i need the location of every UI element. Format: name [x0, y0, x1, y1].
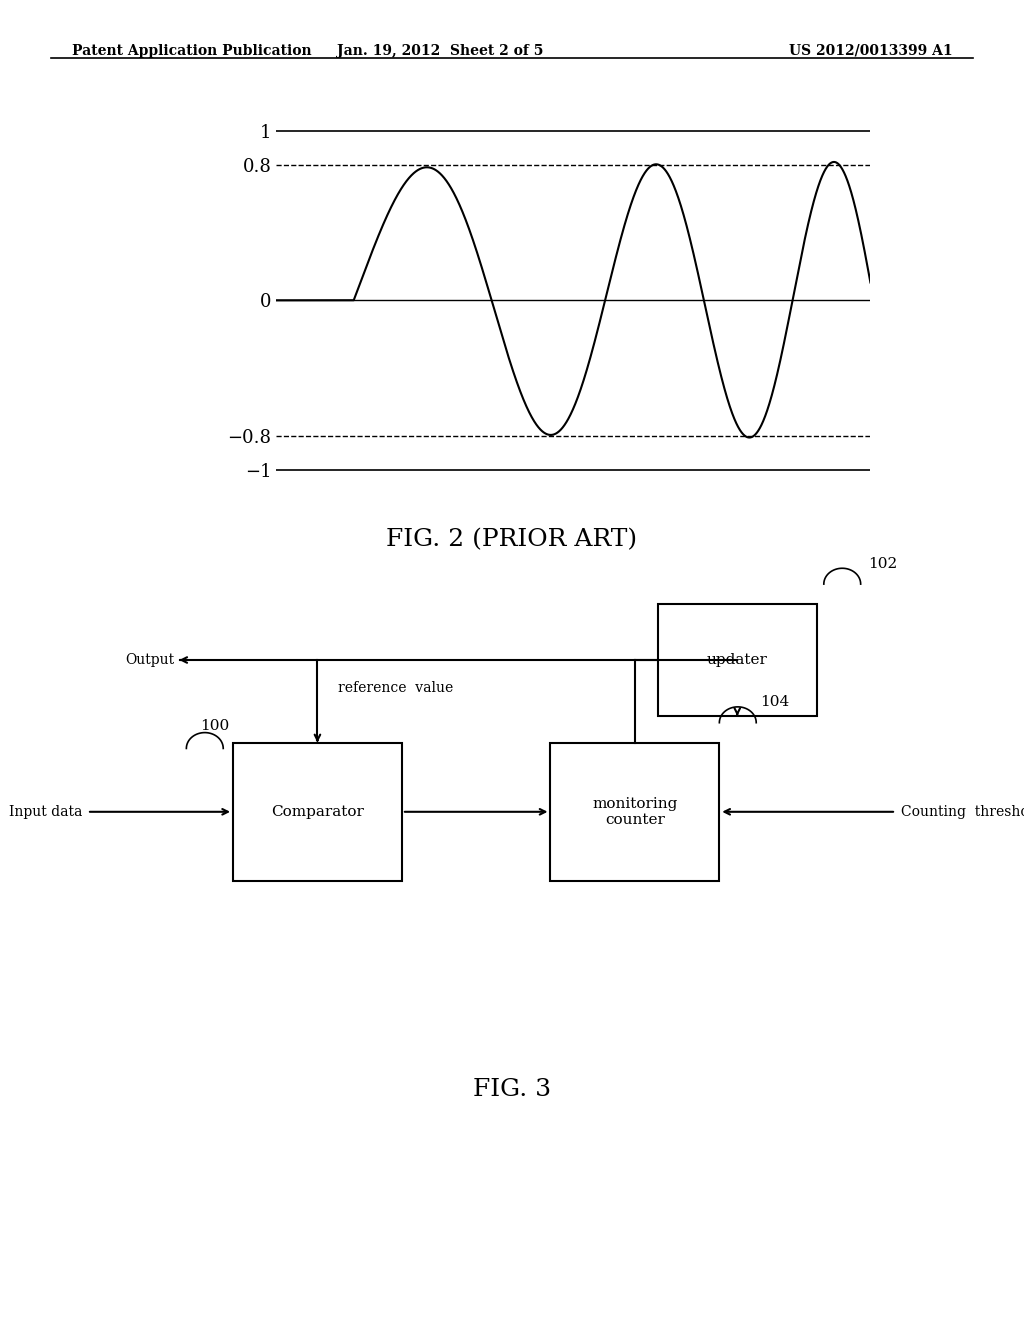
Text: Input data: Input data [8, 805, 82, 818]
Text: FIG. 2 (PRIOR ART): FIG. 2 (PRIOR ART) [386, 528, 638, 550]
FancyBboxPatch shape [232, 742, 401, 882]
Text: 102: 102 [868, 557, 897, 570]
Text: Jan. 19, 2012  Sheet 2 of 5: Jan. 19, 2012 Sheet 2 of 5 [337, 44, 544, 58]
Text: Counting  threshold: Counting threshold [901, 805, 1024, 818]
Text: Patent Application Publication: Patent Application Publication [72, 44, 311, 58]
Text: Comparator: Comparator [271, 805, 364, 818]
Text: updater: updater [707, 653, 768, 667]
FancyBboxPatch shape [551, 742, 719, 882]
Text: Output: Output [125, 653, 174, 667]
Text: monitoring
counter: monitoring counter [592, 797, 678, 826]
Text: FIG. 3: FIG. 3 [473, 1077, 551, 1101]
FancyBboxPatch shape [657, 605, 817, 715]
Text: 104: 104 [760, 696, 790, 710]
Text: 100: 100 [200, 718, 229, 733]
Text: reference  value: reference value [338, 681, 454, 696]
Text: US 2012/0013399 A1: US 2012/0013399 A1 [788, 44, 952, 58]
